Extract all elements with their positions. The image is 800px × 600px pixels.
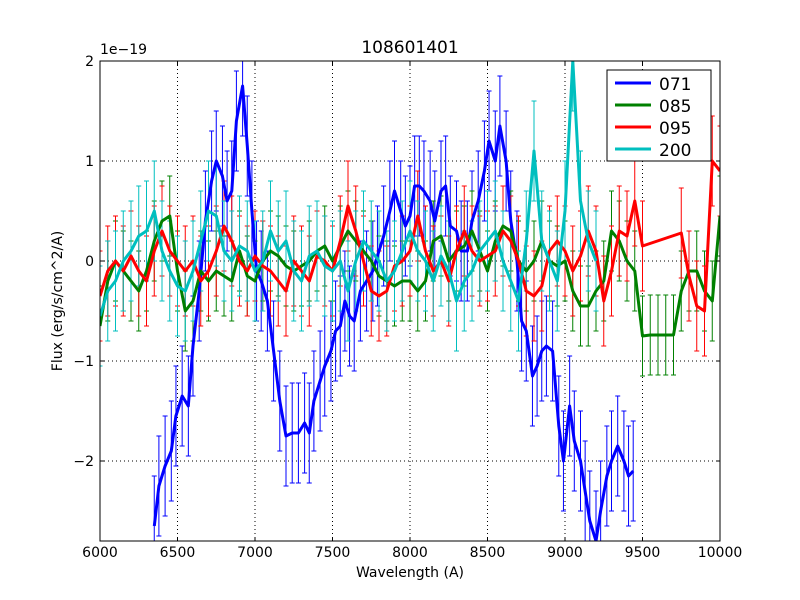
legend-label-071: 071 (659, 75, 691, 95)
y-tick-labels: −2 −1 0 1 2 (73, 54, 94, 470)
y-tick-label: 0 (85, 254, 94, 270)
y-offset-label: 1e−19 (100, 42, 147, 58)
legend-label-200: 200 (659, 141, 691, 161)
series-line-071 (152, 84, 635, 541)
y-tick-label: 1 (85, 154, 94, 170)
series-line-200 (100, 61, 598, 317)
x-tick-label: 8000 (392, 545, 428, 561)
y-axis-label: Flux (erg/s/cm^2/A) (50, 231, 66, 371)
legend-label-095: 095 (659, 119, 691, 139)
x-tick-label: 9000 (547, 545, 583, 561)
x-tick-labels: 6000 6500 7000 7500 8000 8500 9000 9500 10000 (82, 545, 742, 561)
x-tick-label: 7500 (315, 545, 351, 561)
y-tick-label: −1 (73, 354, 94, 370)
x-tick-label: 6500 (160, 545, 196, 561)
x-tick-label: 8500 (470, 545, 506, 561)
legend: 071 085 095 200 (606, 69, 712, 162)
x-tick-label: 6000 (82, 545, 118, 561)
ticks (99, 60, 721, 541)
y-tick-label: 2 (85, 54, 94, 70)
series-line-095 (100, 159, 720, 313)
y-tick-label: −2 (73, 454, 94, 470)
legend-label-085: 085 (659, 97, 691, 117)
x-tick-label: 10000 (698, 545, 743, 561)
x-tick-label: 7000 (237, 545, 273, 561)
legend-box (606, 69, 712, 162)
x-tick-label: 9500 (625, 545, 661, 561)
series-lines (100, 61, 720, 541)
chart-title: 108601401 (361, 38, 458, 58)
x-axis-label: Wavelength (A) (356, 565, 464, 581)
